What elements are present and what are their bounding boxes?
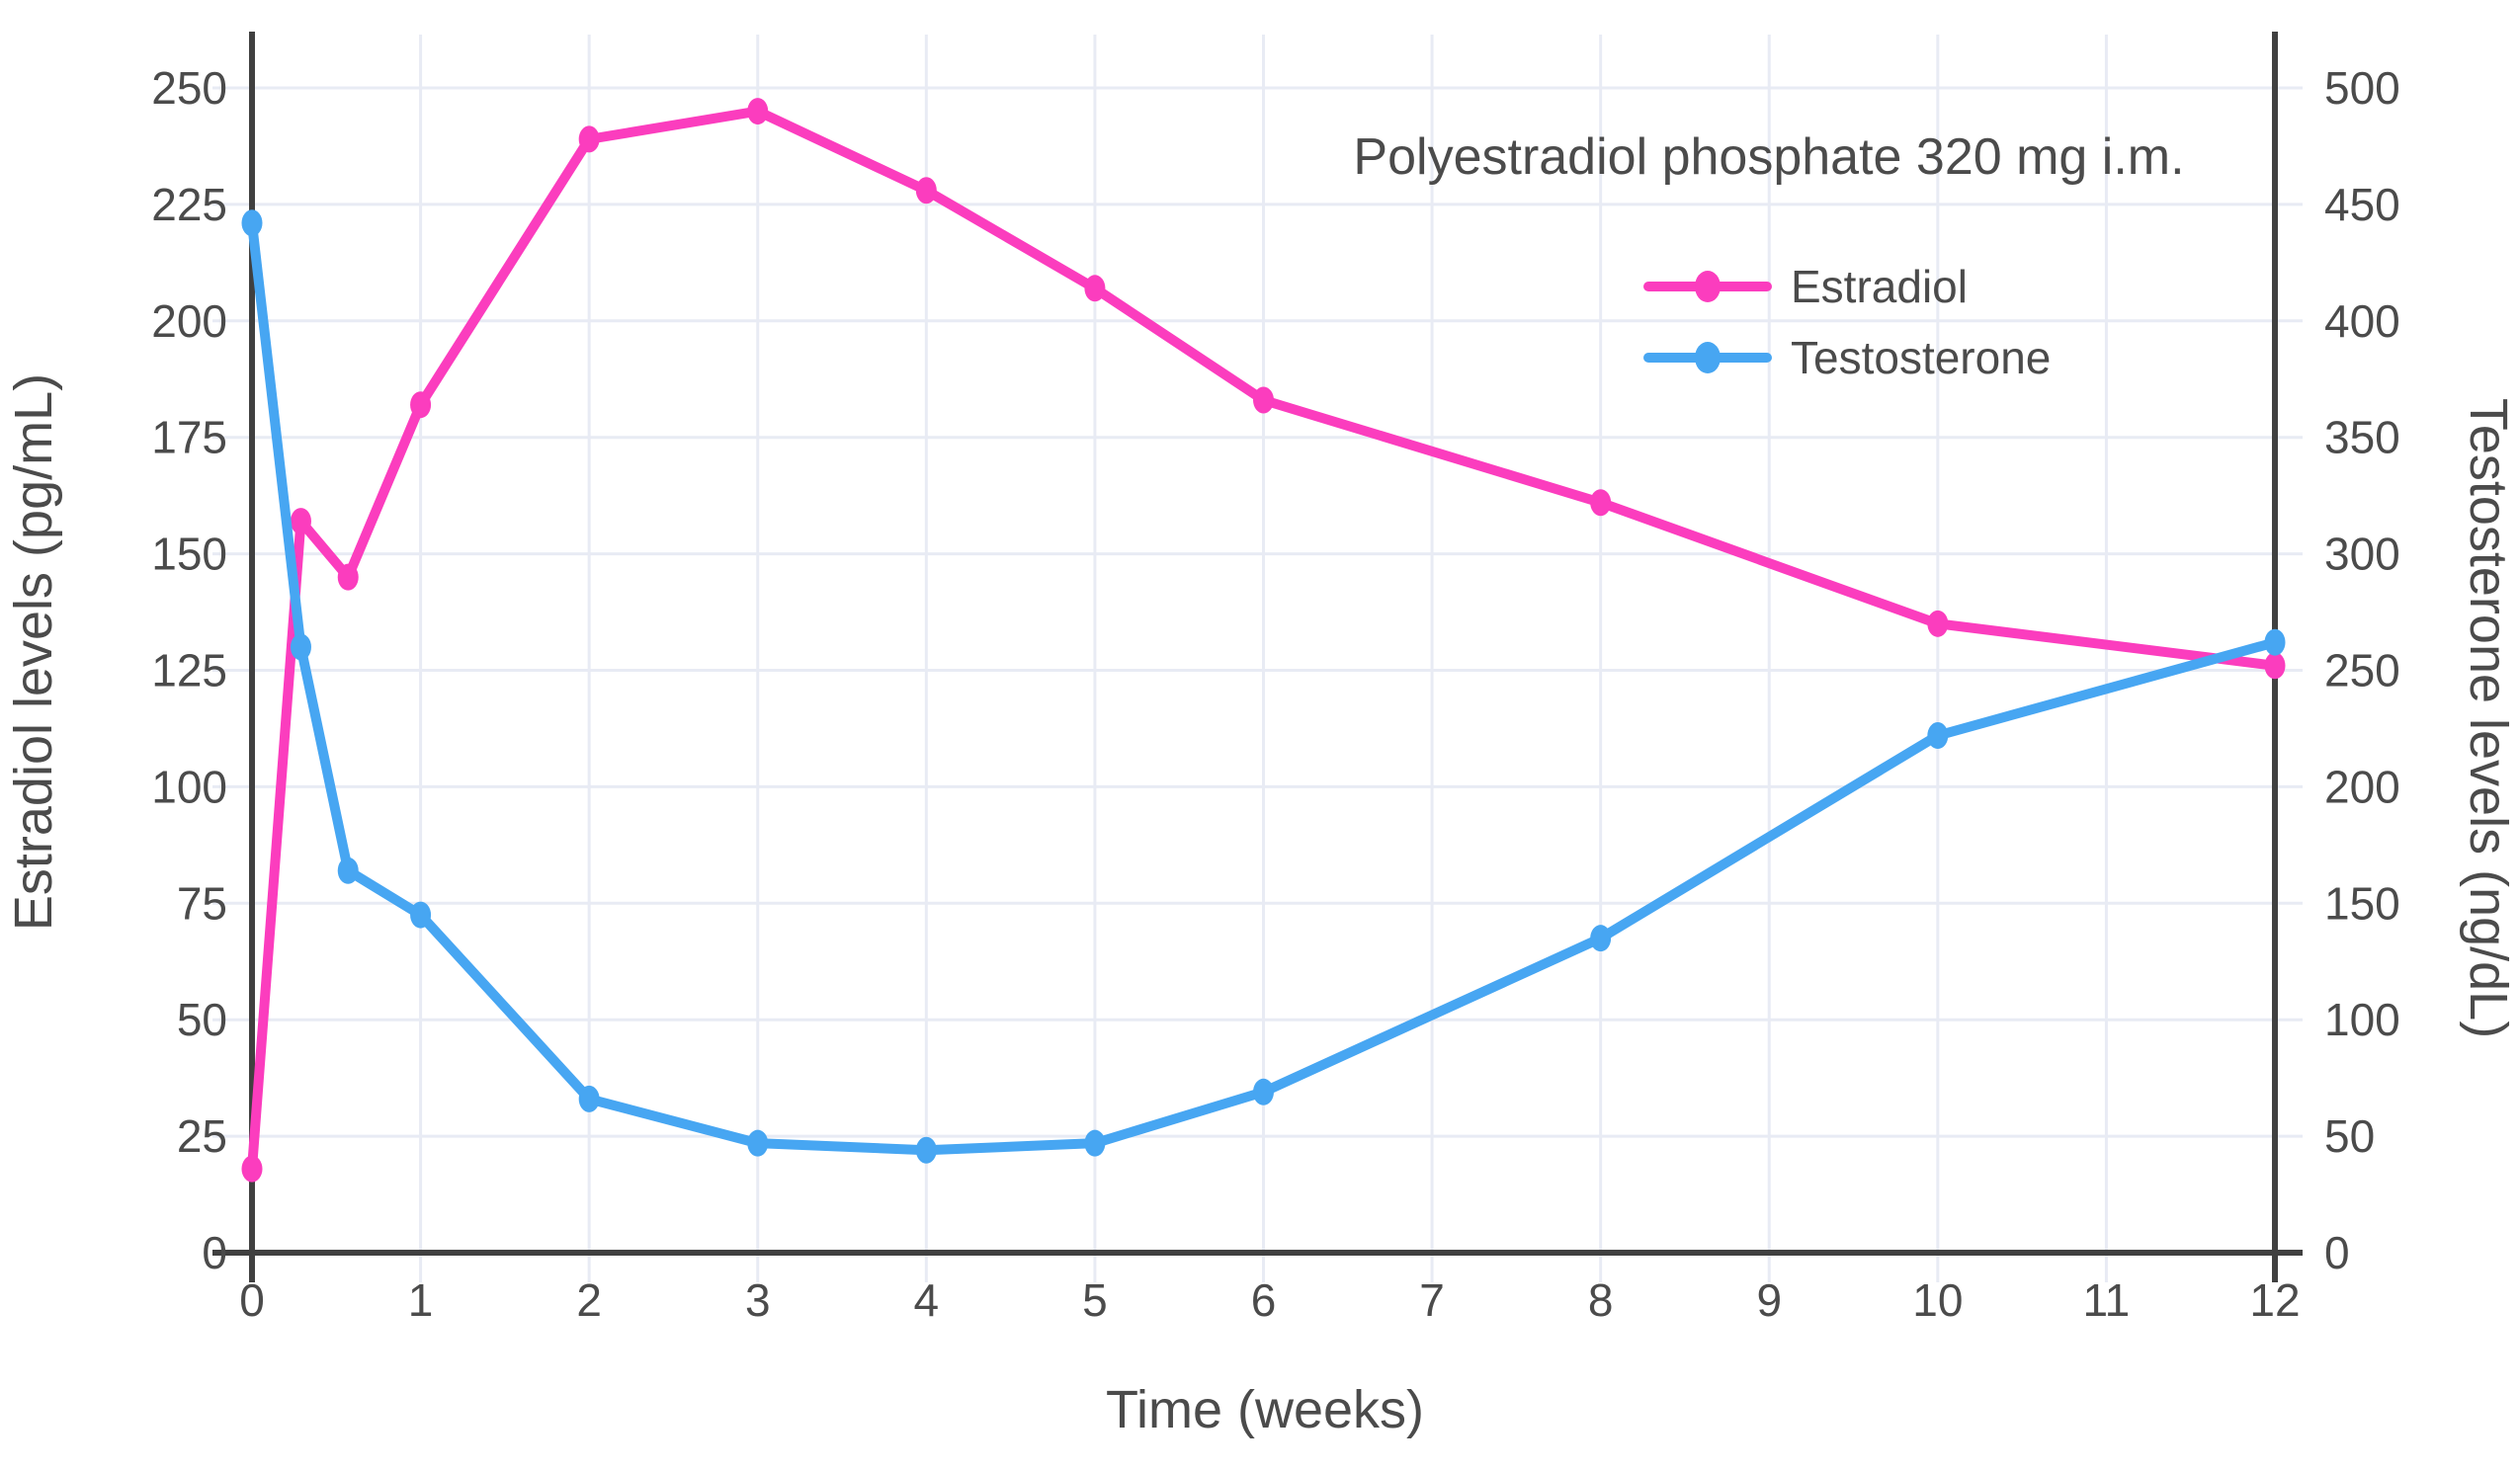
- right-axis-tick-label: 150: [2324, 877, 2400, 929]
- testosterone-line: [247, 217, 2280, 1156]
- left-axis-tick-label: 100: [151, 761, 227, 812]
- estradiol-point-3: [410, 391, 432, 419]
- testosterone-point-6: [915, 1136, 937, 1164]
- left-axis-tick-label: 0: [202, 1227, 227, 1278]
- x-axis-tick-label: 4: [914, 1274, 940, 1326]
- testosterone-point-1: [290, 633, 311, 661]
- right-axis-tick-label: 50: [2324, 1110, 2375, 1162]
- right-axis-tick-label: 300: [2324, 529, 2400, 580]
- estradiol-line: [247, 106, 2280, 1175]
- estradiol-point-5: [747, 98, 769, 125]
- testosterone-point-9: [1590, 925, 1612, 952]
- x-axis-tick-label: 8: [1588, 1274, 1614, 1326]
- left-axis-tick-label: 150: [151, 529, 227, 580]
- right-axis-tick-label: 0: [2324, 1227, 2350, 1278]
- x-axis-tick-label: 12: [2249, 1274, 2300, 1326]
- x-axis-title: Time (weeks): [1106, 1380, 1424, 1439]
- legend: Estradiol Testosterone: [1643, 261, 2051, 383]
- x-axis-tick-label: 10: [1912, 1274, 1963, 1326]
- testosterone-point-2: [337, 857, 359, 884]
- tick-labels: 0255075100125150175200225250050100150200…: [151, 62, 2400, 1326]
- right-axis-tick-label: 450: [2324, 179, 2400, 230]
- right-axis-tick-label: 250: [2324, 645, 2400, 696]
- testosterone-point-11: [2264, 628, 2286, 656]
- right-axis-tick-label: 200: [2324, 761, 2400, 812]
- estradiol-point-1: [290, 508, 311, 535]
- estradiol-legend-swatch-dot: [1695, 271, 1721, 302]
- left-axis-tick-label: 125: [151, 645, 227, 696]
- left-axis-tick-label: 250: [151, 62, 227, 114]
- estradiol-point-11: [2264, 652, 2286, 680]
- right-axis-tick-label: 100: [2324, 994, 2400, 1045]
- x-axis-tick-label: 7: [1419, 1274, 1445, 1326]
- estradiol-point-6: [915, 177, 937, 204]
- testosterone-legend-label: Testosterone: [1791, 332, 2051, 383]
- estradiol-point-7: [1084, 275, 1106, 302]
- estradiol-legend-label: Estradiol: [1791, 261, 1968, 312]
- x-axis-tick-label: 3: [745, 1274, 771, 1326]
- left-axis-tick-label: 25: [177, 1110, 227, 1162]
- right-axis-title: Testosterone levels (ng/dL): [2459, 398, 2518, 1038]
- right-axis-tick-label: 500: [2324, 62, 2400, 114]
- estradiol-point-8: [1252, 386, 1274, 414]
- left-axis-tick-label: 50: [177, 994, 227, 1045]
- testosterone-point-10: [1927, 722, 1949, 750]
- left-axis-tick-label: 175: [151, 412, 227, 463]
- right-axis-tick-label: 350: [2324, 412, 2400, 463]
- x-axis-tick-label: 11: [2083, 1274, 2131, 1326]
- testosterone-point-5: [747, 1129, 769, 1157]
- testosterone-point-7: [1084, 1129, 1106, 1157]
- estradiol-point-9: [1590, 489, 1612, 517]
- x-axis-tick-label: 6: [1251, 1274, 1277, 1326]
- x-axis-tick-label: 5: [1082, 1274, 1108, 1326]
- estradiol-point-0: [241, 1155, 263, 1183]
- legend-item-testosterone: Testosterone: [1643, 332, 2051, 383]
- x-axis-tick-label: 1: [408, 1274, 434, 1326]
- estradiol-point-10: [1927, 610, 1949, 637]
- testosterone-point-3: [410, 901, 432, 929]
- left-axis-tick-label: 75: [177, 877, 227, 929]
- left-axis-tick-label: 225: [151, 179, 227, 230]
- estradiol-point-4: [578, 125, 600, 153]
- legend-item-estradiol: Estradiol: [1643, 261, 1968, 312]
- left-axis-title: Estradiol levels (pg/mL): [4, 373, 63, 931]
- chart-title: Polyestradiol phosphate 320 mg i.m.: [1353, 128, 2184, 186]
- x-axis-tick-label: 9: [1756, 1274, 1782, 1326]
- series-layer: [241, 98, 2286, 1183]
- x-axis-tick-label: 2: [576, 1274, 602, 1326]
- left-axis-tick-label: 200: [151, 295, 227, 347]
- testosterone-legend-swatch-dot: [1695, 342, 1721, 373]
- testosterone-point-0: [241, 209, 263, 237]
- x-axis-tick-label: 0: [239, 1274, 265, 1326]
- testosterone-point-8: [1252, 1078, 1274, 1105]
- right-axis-tick-label: 400: [2324, 295, 2400, 347]
- gridlines: [212, 35, 2303, 1282]
- testosterone-point-4: [578, 1085, 600, 1112]
- estradiol-point-2: [337, 563, 359, 591]
